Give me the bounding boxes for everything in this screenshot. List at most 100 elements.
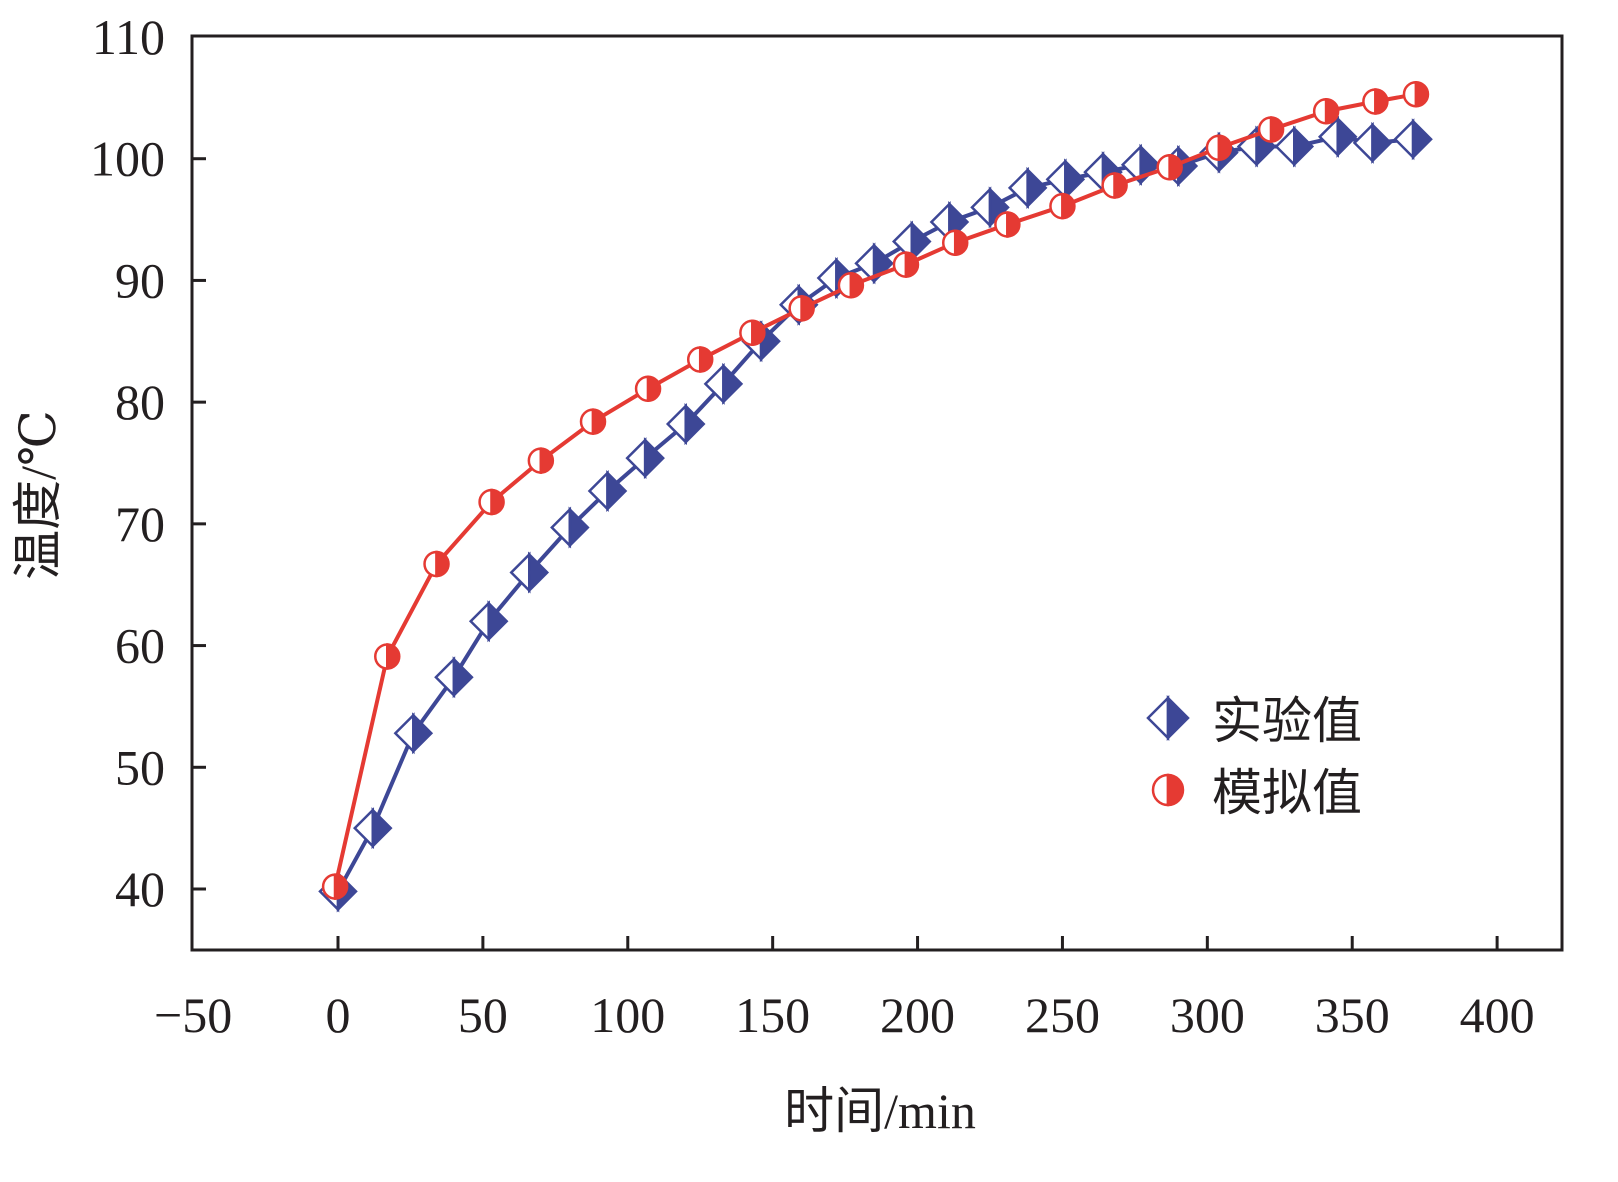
y-tick-label: 90 [115, 252, 165, 308]
data-point [1156, 153, 1183, 181]
marker-outline-half [478, 488, 493, 516]
marker-outline-half [1101, 172, 1116, 199]
marker-outline-half [970, 186, 992, 229]
marker-filled-half [1411, 118, 1433, 161]
x-tick-label: 150 [735, 987, 810, 1043]
x-tick-label: 250 [1025, 987, 1100, 1043]
marker-filled-half [1414, 80, 1430, 108]
legend-marker-simulation [1151, 773, 1185, 807]
data-point [994, 211, 1021, 238]
marker-filled-half [751, 319, 766, 347]
marker-filled-half [1113, 172, 1128, 199]
data-point [550, 506, 590, 549]
data-point [1205, 134, 1233, 162]
marker-filled-half [1006, 211, 1021, 238]
marker-filled-half [1026, 166, 1048, 209]
x-tick-label: 400 [1460, 987, 1535, 1043]
data-point [374, 643, 401, 670]
series-line [333, 92, 1417, 888]
marker-outline-half [703, 362, 725, 405]
legend-label-experiment: 实验值 [1212, 693, 1362, 749]
marker-outline-half [837, 272, 853, 299]
series-simulation [321, 80, 1430, 900]
data-point [1049, 192, 1076, 220]
marker-outline-half [527, 447, 543, 474]
marker-outline-half [1146, 694, 1170, 742]
data-point [1402, 80, 1430, 108]
marker-filled-half [1269, 116, 1285, 143]
legend: 实验值 模拟值 [1146, 693, 1362, 821]
marker-outline-half [423, 550, 438, 578]
marker-filled-half [1374, 88, 1389, 115]
data-point [321, 873, 349, 900]
marker-outline-half [1402, 80, 1418, 108]
marker-outline-half [941, 229, 957, 256]
data-point [353, 807, 393, 850]
marker-filled-half [1324, 97, 1340, 125]
marker-filled-half [1217, 134, 1233, 162]
marker-outline-half [1049, 192, 1064, 220]
marker-filled-half [646, 375, 662, 403]
marker-filled-half [412, 712, 434, 755]
marker-outline-half [892, 251, 908, 278]
data-point [587, 469, 628, 513]
legend-marker-experiment [1146, 694, 1190, 742]
data-point [1101, 172, 1128, 199]
data-point [837, 272, 865, 299]
marker-filled-half [1166, 694, 1190, 742]
legend-label-simulation: 模拟值 [1212, 765, 1362, 821]
marker-outline-half [1156, 153, 1171, 181]
marker-filled-half [591, 408, 607, 435]
y-tick-label: 70 [115, 496, 165, 552]
data-point [468, 600, 509, 643]
marker-filled-half [528, 551, 550, 594]
y-tick-label: 40 [115, 861, 165, 917]
x-tick-label: 0 [326, 987, 351, 1043]
marker-filled-half [568, 506, 590, 549]
marker-outline-half [1045, 158, 1067, 201]
data-point [478, 488, 505, 516]
x-tick-label: 350 [1315, 987, 1390, 1043]
marker-filled-half [1336, 115, 1358, 158]
x-tick-label: 300 [1170, 987, 1245, 1043]
data-point [434, 656, 474, 699]
marker-outline-half [1083, 151, 1105, 194]
marker-filled-half [1166, 773, 1185, 807]
y-tick-label: 100 [90, 131, 165, 187]
marker-filled-half [953, 229, 969, 256]
marker-outline-half [788, 295, 803, 322]
marker-outline-half [374, 643, 389, 670]
marker-outline-half [686, 346, 702, 373]
marker-filled-half [1064, 158, 1086, 201]
data-point [1257, 116, 1285, 143]
data-point [509, 551, 550, 594]
y-tick-label: 60 [115, 618, 165, 674]
y-tick-label: 50 [115, 739, 165, 795]
y-tick-label: 80 [115, 374, 165, 430]
marker-outline-half [579, 408, 595, 435]
marker-filled-half [1168, 153, 1183, 181]
data-point [788, 295, 815, 322]
marker-filled-half [371, 807, 393, 850]
marker-outline-half [1393, 118, 1415, 161]
marker-filled-half [698, 346, 714, 373]
data-point [1007, 166, 1048, 209]
marker-outline-half [1362, 88, 1377, 115]
marker-filled-half [490, 488, 505, 516]
marker-outline-half [1352, 121, 1374, 164]
data-point [686, 346, 714, 373]
x-tick-label: −50 [154, 987, 232, 1043]
marker-filled-half [435, 550, 450, 578]
data-point [423, 550, 450, 578]
marker-outline-half [1205, 134, 1221, 162]
data-point [1352, 121, 1393, 164]
data-point [625, 437, 665, 480]
x-tick-label: 100 [590, 987, 665, 1043]
marker-outline-half [1312, 97, 1328, 125]
plot-frame [190, 34, 1564, 952]
data-point [1274, 125, 1315, 168]
marker-filled-half [333, 873, 349, 900]
marker-outline-half [739, 319, 754, 347]
marker-filled-half [684, 403, 706, 446]
data-point [739, 319, 766, 347]
